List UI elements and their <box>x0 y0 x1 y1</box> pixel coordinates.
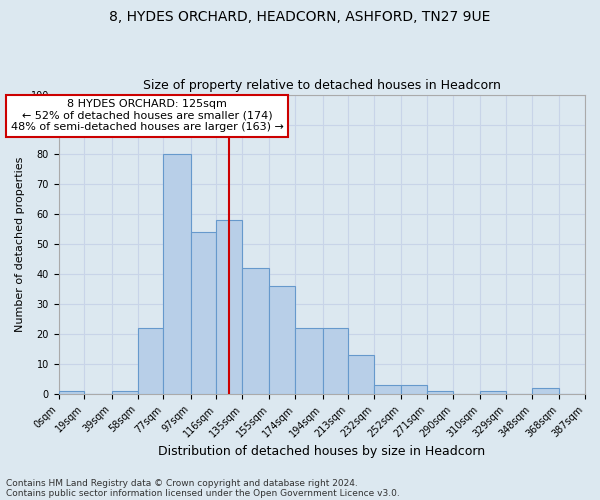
Title: Size of property relative to detached houses in Headcorn: Size of property relative to detached ho… <box>143 79 501 92</box>
Bar <box>401 385 427 394</box>
Bar <box>374 385 401 394</box>
Text: 8 HYDES ORCHARD: 125sqm
← 52% of detached houses are smaller (174)
48% of semi-d: 8 HYDES ORCHARD: 125sqm ← 52% of detache… <box>11 99 283 132</box>
X-axis label: Distribution of detached houses by size in Headcorn: Distribution of detached houses by size … <box>158 444 485 458</box>
Bar <box>137 328 163 394</box>
Bar <box>269 286 295 394</box>
Text: Contains public sector information licensed under the Open Government Licence v3: Contains public sector information licen… <box>6 488 400 498</box>
Bar <box>480 391 506 394</box>
Bar <box>112 391 137 394</box>
Bar <box>349 356 374 394</box>
Bar <box>191 232 217 394</box>
Bar <box>323 328 349 394</box>
Bar <box>242 268 269 394</box>
Bar <box>59 391 85 394</box>
Bar <box>163 154 191 394</box>
Y-axis label: Number of detached properties: Number of detached properties <box>15 156 25 332</box>
Bar <box>427 391 453 394</box>
Bar <box>532 388 559 394</box>
Bar <box>217 220 242 394</box>
Text: 8, HYDES ORCHARD, HEADCORN, ASHFORD, TN27 9UE: 8, HYDES ORCHARD, HEADCORN, ASHFORD, TN2… <box>109 10 491 24</box>
Bar <box>295 328 323 394</box>
Text: Contains HM Land Registry data © Crown copyright and database right 2024.: Contains HM Land Registry data © Crown c… <box>6 478 358 488</box>
